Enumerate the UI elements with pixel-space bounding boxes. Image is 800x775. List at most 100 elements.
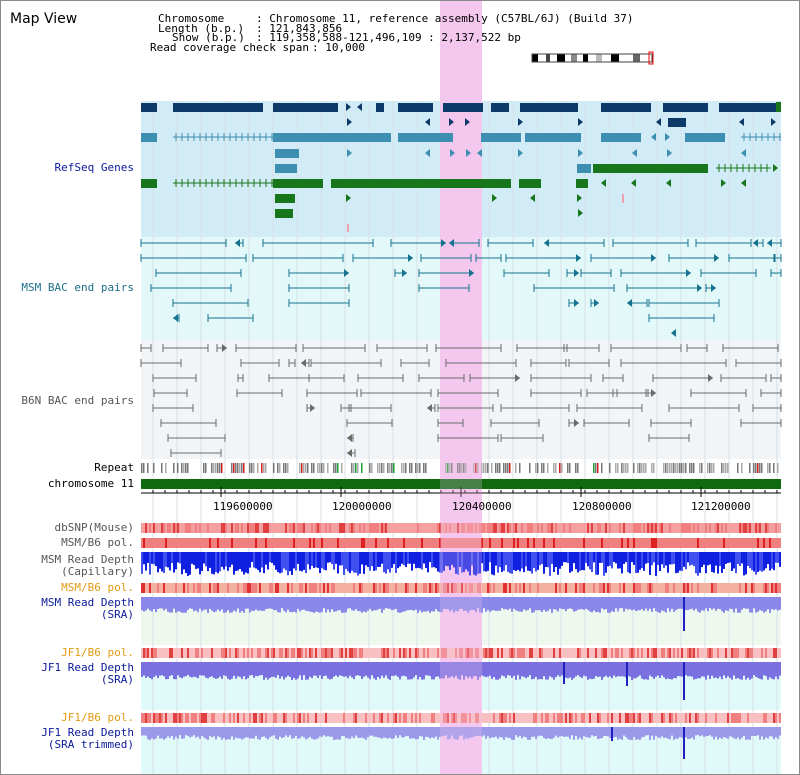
track-label-refseq[interactable]: RefSeq Genes — [54, 161, 134, 174]
jf1-depth-trim-bar — [299, 727, 301, 739]
msm-depth-capillary-bar — [757, 552, 759, 572]
msm-depth-sra-bar — [483, 597, 485, 609]
repeat-element — [569, 463, 571, 473]
jf1-b6-pol-density — [343, 648, 345, 658]
msm-b6-pol-density — [369, 538, 371, 548]
jf1-depth-sra-bar — [745, 662, 747, 680]
jf1-depth-trim-bar — [459, 727, 461, 737]
jf1-depth-sra-bar — [249, 662, 251, 676]
jf1-depth-sra-bar — [389, 662, 391, 680]
jf1-depth-sra-bar — [657, 662, 659, 676]
msm-b6-pol-density — [537, 538, 539, 548]
jf1-depth-sra-bar — [151, 662, 153, 680]
repeat-element — [185, 463, 187, 473]
track-label-chromosome[interactable]: chromosome 11 — [47, 477, 134, 490]
track-label-repeat[interactable]: Repeat — [94, 461, 134, 474]
msm-b6-pol-density — [305, 538, 307, 548]
msm-depth-capillary-bar — [755, 552, 757, 575]
jf1-b6-pol-density — [539, 713, 541, 723]
track-label-jf1-b6-pol-2[interactable]: JF1/B6 pol. — [61, 711, 134, 724]
track-label-msm-b6-pol-1[interactable]: MSM/B6 pol. — [61, 536, 134, 549]
track-label-msm-bac[interactable]: MSM BAC end pairs — [21, 281, 134, 294]
jf1-depth-trim-bar — [697, 727, 699, 736]
jf1-depth-sra-bar — [155, 662, 157, 676]
jf1-depth-trim-bar — [265, 727, 267, 739]
dbsnp-density — [269, 523, 271, 533]
jf1-depth-trim-bar — [579, 727, 581, 738]
jf1-b6-pol-density — [209, 713, 211, 723]
jf1-b6-pol-density — [501, 648, 503, 658]
repeat-element — [215, 463, 217, 473]
msm-b6-pol-density — [425, 583, 427, 593]
jf1-b6-pol-density — [771, 648, 773, 658]
dbsnp-density — [237, 523, 239, 533]
jf1-depth-sra-bar — [555, 662, 557, 678]
jf1-b6-pol-density — [215, 648, 217, 658]
jf1-b6-pol-density — [571, 648, 573, 658]
jf1-depth-trim-bar — [371, 727, 373, 736]
msm-depth-capillary-bar — [269, 552, 271, 563]
msm-depth-capillary-bar — [779, 552, 781, 567]
jf1-depth-trim-bar — [695, 727, 697, 736]
dbsnp-density — [147, 523, 149, 533]
msm-b6-pol-density — [559, 583, 561, 593]
jf1-depth-sra-bar — [225, 662, 227, 677]
jf1-depth-trim-bar — [449, 727, 451, 739]
jf1-b6-pol-density — [397, 713, 399, 723]
jf1-b6-pol-density — [691, 648, 693, 658]
msm-depth-capillary-bar — [301, 552, 303, 572]
jf1-b6-pol-density — [593, 648, 595, 658]
bac-end — [301, 359, 306, 367]
msm-b6-pol-density — [603, 538, 605, 548]
jf1-depth-sra-bar — [371, 662, 373, 676]
track-label-dbsnp[interactable]: dbSNP(Mouse) — [54, 521, 134, 534]
msm-b6-pol-density — [715, 538, 717, 548]
gene-arrow — [721, 179, 726, 187]
track-label-msm-depth-cap-1[interactable]: MSM Read Depth — [41, 553, 134, 566]
msm-b6-pol-density — [525, 538, 527, 548]
msm-depth-capillary-bar — [347, 552, 349, 572]
jf1-depth-sra-bar — [591, 662, 593, 680]
track-label-jf1-depth-sra-1[interactable]: JF1 Read Depth — [41, 661, 134, 674]
msm-depth-capillary-bar — [297, 552, 299, 564]
dbsnp-density — [479, 523, 481, 533]
jf1-b6-pol-density — [265, 648, 267, 658]
jf1-depth-sra-bar — [479, 662, 481, 677]
repeat-element — [423, 463, 425, 473]
msm-b6-pol-density — [677, 538, 679, 548]
msm-depth-sra-bar — [419, 597, 421, 611]
jf1-depth-trim-bar — [623, 727, 625, 736]
jf1-depth-trim-bar — [743, 727, 745, 736]
msm-b6-pol-density — [329, 583, 331, 593]
track-label-msm-b6-pol-2[interactable]: MSM/B6 pol. — [61, 581, 134, 594]
track-label-msm-depth-sra-1[interactable]: MSM Read Depth — [41, 596, 134, 609]
jf1-b6-pol-density — [747, 713, 749, 723]
jf1-depth-trim-bar — [343, 727, 345, 736]
repeat-element — [217, 463, 219, 473]
msm-depth-capillary-bar — [211, 552, 213, 574]
msm-depth-capillary-bar — [453, 552, 455, 568]
track-label-b6n-bac[interactable]: B6N BAC end pairs — [21, 394, 134, 407]
jf1-b6-pol-density — [521, 713, 523, 723]
jf1-b6-pol-density — [423, 713, 425, 723]
msm-depth-sra-bar — [615, 597, 617, 609]
dbsnp-density — [393, 523, 395, 533]
jf1-depth-trim-bar — [155, 727, 157, 739]
repeat-element — [499, 463, 501, 473]
jf1-depth-sra-bar — [167, 662, 169, 680]
jf1-b6-pol-density — [205, 713, 207, 723]
jf1-b6-pol-density — [701, 713, 703, 723]
track-label-jf1-b6-pol-1[interactable]: JF1/B6 pol. — [61, 646, 134, 659]
msm-depth-capillary-bar — [777, 552, 779, 563]
dbsnp-density — [227, 523, 229, 533]
jf1-depth-sra-bar — [433, 662, 435, 680]
msm-b6-pol-density — [495, 583, 497, 593]
dbsnp-density — [373, 523, 375, 533]
jf1-b6-pol-density — [615, 648, 617, 658]
jf1-b6-pol-density — [217, 713, 219, 723]
msm-depth-sra-bar — [667, 597, 669, 609]
jf1-b6-pol-density — [511, 713, 513, 723]
track-label-jf1-depth-trim-1[interactable]: JF1 Read Depth — [41, 726, 134, 739]
